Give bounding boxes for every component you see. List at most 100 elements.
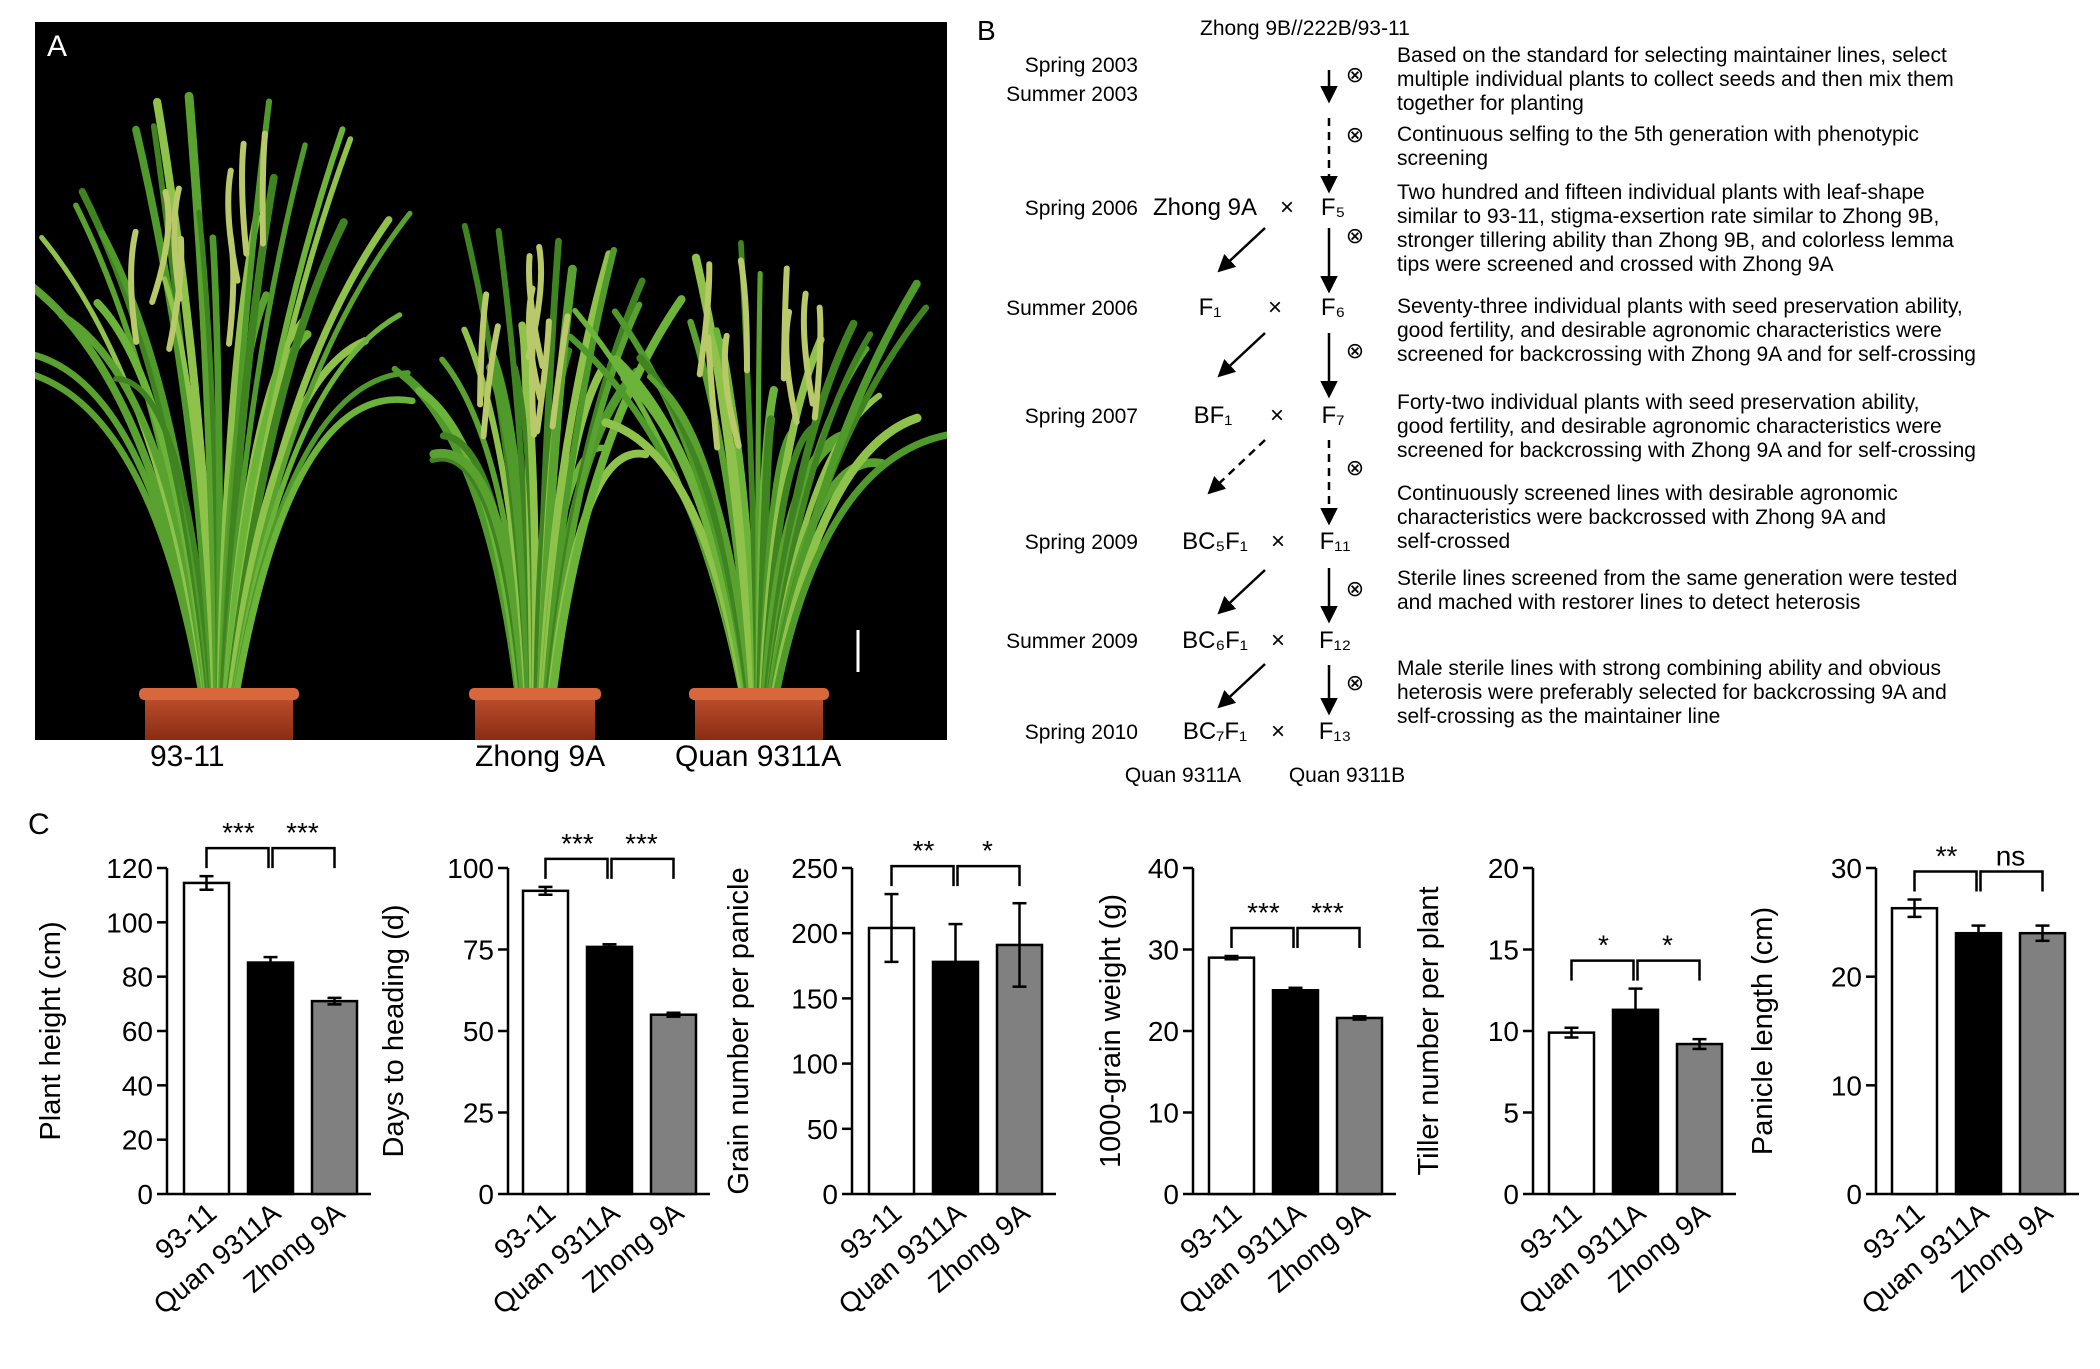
description-line: self-crossed (1397, 530, 1510, 553)
y-tick-label: 150 (791, 983, 838, 1014)
bar (1207, 956, 1256, 1196)
significance-label: * (982, 835, 993, 866)
y-tick-label: 20 (122, 1125, 153, 1156)
y-tick-label: 80 (122, 962, 153, 993)
y-tick-label: 10 (1831, 1070, 1862, 1101)
y-tick-label: 40 (1148, 853, 1179, 884)
significance-bracket (956, 864, 1021, 887)
significance-bracket (1636, 959, 1701, 981)
generation-left: Zhong 9A (1153, 194, 1257, 221)
bar (649, 1013, 698, 1196)
self-symbol: ⊗ (1346, 223, 1364, 248)
y-tick-label: 20 (1148, 1016, 1179, 1047)
y-tick-label: 0 (1503, 1179, 1519, 1210)
significance-bracket (271, 846, 336, 869)
panicle (259, 130, 268, 247)
self-symbol: ⊗ (1346, 62, 1364, 87)
generation-right: F₁₂ (1319, 627, 1351, 654)
panicle (149, 188, 172, 305)
leaf (548, 295, 686, 695)
y-axis-label: Plant height (cm) (35, 921, 67, 1140)
bar (246, 961, 295, 1196)
description-line: similar to 93-11, stigma-exsertion rate … (1397, 205, 1939, 228)
arrow-backcross (1217, 227, 1266, 273)
self-symbol: ⊗ (1346, 576, 1364, 601)
significance-bracket (544, 857, 609, 879)
pot-3 (689, 688, 829, 740)
panel-a-letter: A (47, 30, 68, 63)
significance-label: *** (286, 817, 319, 848)
year-label: Spring 2009 (1025, 531, 1138, 554)
bar (1890, 906, 1939, 1196)
cross-symbol: × (1271, 627, 1285, 654)
pot-2 (469, 688, 601, 740)
y-tick-label: 40 (122, 1070, 153, 1101)
description-line: and mached with restorer lines to detect… (1397, 591, 1860, 614)
description-line: screened for backcrossing with Zhong 9A … (1397, 343, 1976, 366)
bar (521, 889, 570, 1196)
year-label: Spring 2006 (1025, 197, 1138, 220)
y-tick-label: 20 (1488, 853, 1519, 884)
panicle (171, 185, 183, 302)
photo-label-quan-9311a: Quan 9311A (675, 740, 842, 773)
y-tick-label: 30 (1148, 935, 1179, 966)
bar (585, 945, 634, 1196)
panicle (128, 228, 140, 345)
description-line: good fertility, and desirable agronomic … (1397, 415, 1942, 438)
significance-label: ns (1996, 841, 2026, 872)
panicle (800, 290, 816, 407)
y-tick-label: 30 (1831, 853, 1862, 884)
description-line: Continuously screened lines with desirab… (1397, 482, 1898, 505)
leaf (113, 375, 214, 693)
significance-bracket (205, 846, 270, 869)
self-symbol: ⊗ (1346, 670, 1364, 695)
self-symbol: ⊗ (1346, 122, 1364, 147)
cross-symbol: × (1271, 528, 1285, 555)
panicle (811, 304, 824, 421)
generation-left: BF₁ (1194, 402, 1233, 429)
description-line: self-crossing as the maintainer line (1397, 705, 1720, 728)
generation-left: BC₆F₁ (1182, 627, 1248, 654)
year-label: Summer 2009 (1006, 630, 1138, 653)
description-line: stronger tillering ability than Zhong 9B… (1397, 229, 1954, 252)
significance-label: * (1598, 930, 1609, 961)
y-tick-label: 0 (1846, 1179, 1862, 1210)
panicle (783, 308, 800, 425)
y-tick-label: 50 (463, 1016, 494, 1047)
description-line: multiple individual plants to collect se… (1397, 68, 1954, 91)
description-line: screened for backcrossing with Zhong 9A … (1397, 439, 1976, 462)
leaf (233, 396, 416, 694)
significance-bracket (610, 857, 675, 879)
bar (1547, 1031, 1596, 1196)
significance-bracket (1296, 926, 1361, 949)
y-tick-label: 10 (1148, 1098, 1179, 1129)
y-tick-label: 75 (463, 935, 494, 966)
self-symbol: ⊗ (1346, 338, 1364, 363)
significance-bracket (1570, 959, 1635, 981)
generation-left: BC₅F₁ (1182, 528, 1248, 555)
panicle (737, 257, 750, 374)
description-line: characteristics were backcrossed with Zh… (1397, 506, 1886, 529)
y-tick-label: 100 (791, 1049, 838, 1080)
cross-symbol: × (1268, 294, 1282, 321)
panicle (696, 261, 713, 378)
panicle (549, 313, 571, 430)
y-tick-label: 200 (791, 918, 838, 949)
y-tick-label: 10 (1488, 1016, 1519, 1047)
year-label: Summer 2003 (1006, 83, 1138, 106)
y-tick-label: 50 (807, 1114, 838, 1145)
bar (310, 999, 359, 1196)
significance-label: ** (913, 835, 935, 866)
generation-right: F₇ (1322, 402, 1345, 429)
arrow-backcross (1217, 569, 1266, 615)
y-axis-label: Tiller number per plant (1413, 886, 1445, 1175)
y-tick-label: 25 (463, 1098, 494, 1129)
bar (931, 960, 980, 1196)
year-label: Spring 2007 (1025, 405, 1138, 428)
significance-label: *** (625, 828, 658, 859)
panicle (225, 167, 241, 284)
description-line: Forty-two individual plants with seed pr… (1397, 391, 1920, 414)
panel-b-letter: B (977, 15, 996, 46)
